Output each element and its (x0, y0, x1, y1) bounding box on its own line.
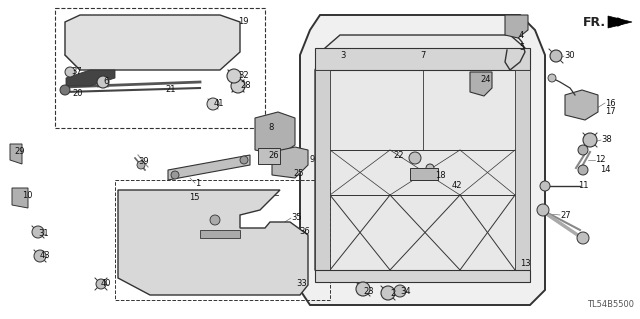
Text: 33: 33 (296, 279, 307, 288)
Text: 17: 17 (605, 108, 616, 116)
Circle shape (137, 161, 145, 169)
Polygon shape (10, 144, 22, 164)
Text: 7: 7 (420, 50, 426, 60)
Circle shape (227, 69, 241, 83)
Polygon shape (168, 155, 250, 180)
Circle shape (356, 282, 370, 296)
Text: 21: 21 (165, 85, 175, 94)
Text: 32: 32 (238, 70, 248, 79)
Circle shape (583, 133, 597, 147)
Text: 6: 6 (103, 78, 108, 86)
Text: 26: 26 (268, 151, 278, 160)
Text: 20: 20 (72, 88, 83, 98)
Text: 42: 42 (452, 181, 463, 189)
Text: 1: 1 (195, 179, 200, 188)
Bar (200, 230, 240, 238)
Text: 34: 34 (400, 286, 411, 295)
Circle shape (210, 215, 220, 225)
Polygon shape (565, 90, 598, 120)
Polygon shape (315, 270, 530, 282)
Polygon shape (315, 70, 330, 270)
Polygon shape (12, 188, 28, 208)
Circle shape (426, 164, 434, 172)
Text: 39: 39 (138, 158, 148, 167)
Text: 40: 40 (101, 279, 111, 288)
Text: 38: 38 (601, 136, 612, 145)
Text: 10: 10 (22, 191, 33, 201)
Bar (410, 168, 438, 180)
Text: 8: 8 (268, 123, 273, 132)
Circle shape (240, 156, 248, 164)
Text: 24: 24 (480, 76, 490, 85)
Bar (55, 8, 265, 128)
Polygon shape (255, 112, 295, 155)
Text: 19: 19 (238, 18, 248, 26)
Polygon shape (505, 15, 528, 38)
Circle shape (96, 279, 106, 289)
Circle shape (394, 285, 406, 297)
Circle shape (34, 250, 46, 262)
Text: 11: 11 (578, 182, 589, 190)
Text: 27: 27 (560, 211, 571, 219)
Polygon shape (315, 48, 530, 70)
Text: 18: 18 (435, 170, 445, 180)
Circle shape (381, 286, 395, 300)
Text: 25: 25 (293, 168, 303, 177)
Circle shape (537, 204, 549, 216)
Text: 4: 4 (519, 32, 524, 41)
Circle shape (60, 85, 70, 95)
Text: FR.: FR. (583, 16, 606, 28)
Text: 12: 12 (595, 155, 605, 165)
Polygon shape (315, 35, 530, 282)
Text: 9: 9 (310, 155, 316, 165)
Circle shape (32, 226, 44, 238)
Text: 41: 41 (214, 100, 225, 108)
Text: 43: 43 (40, 251, 51, 261)
Polygon shape (300, 15, 545, 305)
Circle shape (540, 181, 550, 191)
Text: 3: 3 (340, 50, 346, 60)
Text: 15: 15 (189, 192, 200, 202)
Text: 31: 31 (38, 229, 49, 239)
Circle shape (171, 171, 179, 179)
Polygon shape (66, 70, 115, 86)
Polygon shape (272, 147, 308, 178)
Circle shape (231, 79, 245, 93)
Text: 5: 5 (519, 42, 524, 51)
Circle shape (97, 76, 109, 88)
Circle shape (550, 50, 562, 62)
Circle shape (548, 74, 556, 82)
Text: 13: 13 (520, 258, 531, 268)
Circle shape (577, 232, 589, 244)
Text: 35: 35 (291, 213, 301, 222)
Polygon shape (470, 72, 492, 96)
Circle shape (65, 67, 75, 77)
Text: 16: 16 (605, 99, 616, 108)
Bar (258, 148, 280, 164)
Circle shape (207, 98, 219, 110)
Polygon shape (515, 70, 530, 270)
Text: 2: 2 (390, 288, 396, 298)
Text: 14: 14 (600, 166, 611, 174)
Text: 37: 37 (71, 68, 82, 77)
Polygon shape (118, 190, 308, 295)
Circle shape (578, 165, 588, 175)
Polygon shape (65, 15, 240, 70)
Text: 22: 22 (393, 151, 403, 160)
Text: 29: 29 (14, 147, 24, 157)
Circle shape (409, 152, 421, 164)
Text: 28: 28 (240, 81, 251, 91)
Text: 36: 36 (299, 227, 310, 236)
Bar (115, 180, 330, 300)
Circle shape (578, 145, 588, 155)
Text: TL54B5500: TL54B5500 (587, 300, 634, 309)
Text: 23: 23 (363, 286, 374, 295)
Text: 30: 30 (564, 51, 575, 61)
Polygon shape (608, 16, 632, 28)
